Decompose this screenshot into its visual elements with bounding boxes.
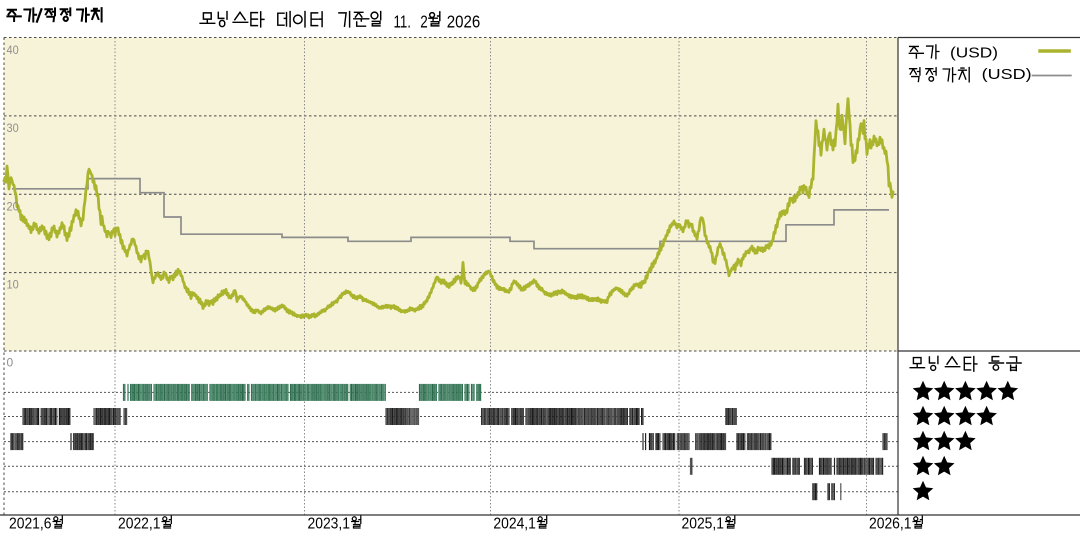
svg-text:11.: 11.: [394, 11, 412, 31]
svg-text:2021,6: 2021,6: [9, 516, 52, 533]
svg-text:2022,1: 2022,1: [118, 516, 161, 533]
svg-text:(USD): (USD): [982, 66, 1032, 83]
svg-text:2026: 2026: [447, 11, 481, 31]
svg-text:40: 40: [7, 43, 19, 57]
svg-text:30: 30: [7, 121, 19, 135]
svg-text:20: 20: [7, 199, 19, 213]
svg-text:2: 2: [420, 11, 428, 31]
svg-text:2026,1: 2026,1: [869, 516, 912, 533]
svg-text:2023,1: 2023,1: [308, 516, 351, 533]
svg-text:0: 0: [7, 355, 14, 369]
svg-text:(USD): (USD): [950, 45, 998, 62]
svg-text:2025,1: 2025,1: [682, 516, 725, 533]
svg-text:10: 10: [7, 278, 19, 292]
svg-text:2024,1: 2024,1: [493, 516, 536, 533]
